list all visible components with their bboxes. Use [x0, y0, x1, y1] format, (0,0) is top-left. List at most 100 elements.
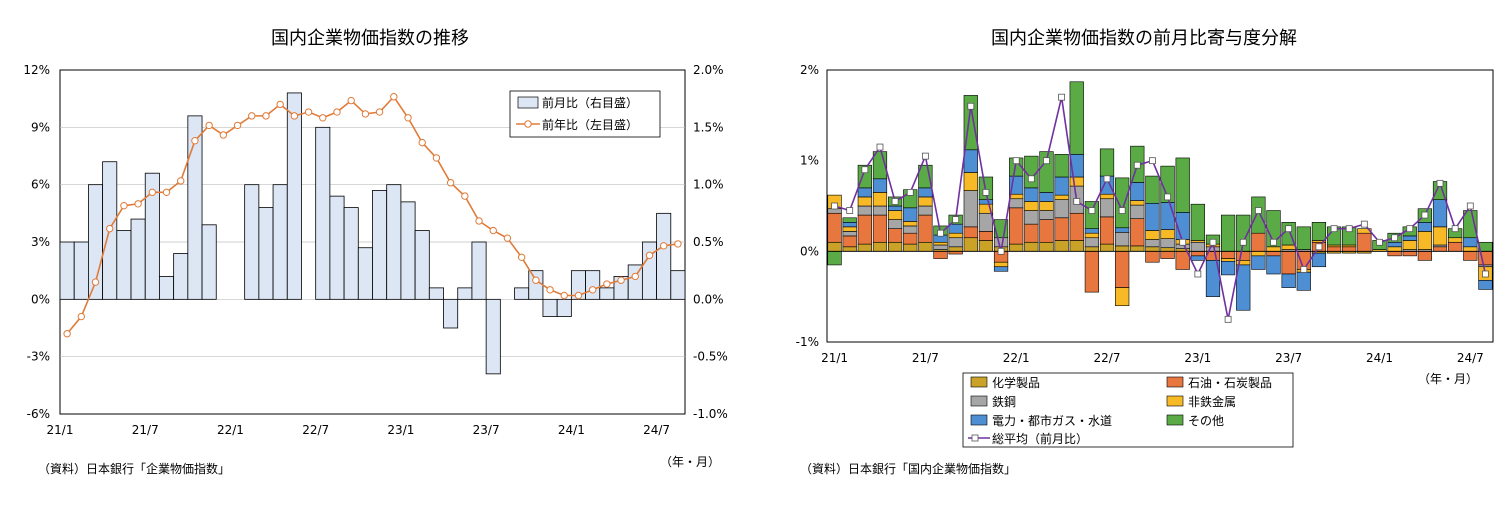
right-source: （資料）日本銀行「国内企業物価指数」	[800, 461, 1016, 476]
right-stack-segment	[842, 217, 857, 223]
right-stack-segment	[1054, 199, 1069, 219]
right-stack-segment	[1130, 182, 1145, 201]
right-stack-segment	[1145, 239, 1160, 248]
right-stack-segment	[903, 232, 918, 245]
right-total-point	[1012, 157, 1020, 165]
right-stack-segment	[1448, 237, 1463, 243]
right-total-point	[1300, 266, 1308, 273]
right-total-point	[1058, 93, 1066, 101]
right-stack-segment	[1054, 176, 1069, 196]
right-legend-label: その他	[1188, 414, 1224, 428]
left-bar	[372, 189, 388, 300]
right-stack-segment	[963, 190, 978, 228]
right-plot-area	[826, 69, 1494, 343]
right-stack-segment	[1251, 255, 1266, 270]
legend-line-label: 前年比（左目盛）	[542, 117, 638, 132]
right-stack-segment	[1160, 251, 1175, 259]
right-stack-segment	[1357, 232, 1372, 252]
right-legend-label: 化学製品	[992, 375, 1040, 390]
left-bar	[159, 275, 175, 300]
right-total-point	[1254, 207, 1262, 214]
left-x-tick-label: 21/7	[132, 423, 159, 437]
right-stack-segment	[1099, 193, 1115, 200]
right-stack-segment	[1342, 246, 1357, 252]
right-stack-segment	[857, 214, 872, 245]
right-stack-segment	[872, 214, 888, 243]
right-stack-segment	[842, 246, 857, 252]
right-total-point	[982, 188, 990, 196]
right-legend-swatch	[970, 414, 988, 426]
right-stack-segment	[1160, 229, 1175, 239]
right-stack-segment	[1024, 201, 1039, 211]
left-bar	[528, 270, 544, 300]
left-yoy-point	[162, 188, 171, 197]
right-stack-segment	[993, 261, 1009, 268]
right-stack-segment	[1084, 237, 1099, 248]
right-y-tick-label: -0.5%	[693, 350, 728, 364]
right-stack-segment	[1281, 244, 1296, 250]
right-stack-segment	[1357, 228, 1372, 234]
right-stack-segment	[1039, 210, 1054, 220]
left-yoy-point	[233, 121, 242, 130]
right-stack-segment	[1432, 246, 1448, 252]
left-yoy-point	[659, 242, 668, 250]
left-yoy-point	[120, 201, 128, 210]
right-y-tick-label: 1.0%	[693, 178, 724, 192]
right-legend-swatch	[1166, 414, 1184, 426]
left-yoy-point	[574, 291, 583, 300]
left-yoy-point	[532, 276, 540, 284]
right-legend-swatch	[1166, 376, 1184, 388]
right-total-point	[1406, 225, 1414, 233]
right-legend-label: 総平均（前月比）	[992, 431, 1088, 446]
right-x-unit-label: （年・月）	[1418, 372, 1478, 386]
left-bar	[272, 184, 288, 300]
right-total-point	[1133, 161, 1141, 169]
right-stack-segment	[1130, 218, 1145, 247]
right-stack-segment	[1024, 187, 1039, 202]
left-yoy-point	[205, 121, 213, 130]
left-bar	[144, 172, 160, 300]
right-total-point	[1436, 179, 1444, 187]
right-stack-segment	[842, 235, 857, 248]
right-stack-segment	[1069, 212, 1084, 241]
right-stack-segment	[857, 243, 872, 252]
left-yoy-point	[177, 177, 185, 185]
right-stack-segment	[963, 172, 978, 191]
right-stack-segment	[1130, 200, 1145, 206]
right-total-point	[1482, 270, 1489, 278]
right-stack-segment	[1115, 177, 1130, 229]
left-bar	[59, 241, 75, 300]
left-yoy-point	[347, 96, 355, 105]
right-total-point	[1330, 225, 1338, 233]
left-bar	[130, 218, 146, 300]
left-bar	[585, 270, 601, 300]
right-stack-segment	[857, 205, 872, 216]
left-yoy-point	[645, 251, 654, 260]
left-bar	[443, 298, 459, 329]
left-yoy-point	[219, 131, 228, 139]
right-stack-segment	[1130, 204, 1145, 219]
left-x-tick-label: 21/1	[47, 423, 74, 437]
right-stack-segment	[1463, 210, 1478, 239]
left-y-tick-label: 0%	[31, 292, 50, 306]
right-total-point	[1270, 238, 1277, 246]
right-stack-segment	[1266, 251, 1281, 257]
left-yoy-point	[191, 137, 199, 145]
right-total-point	[831, 202, 838, 210]
right-total-point	[1209, 238, 1217, 246]
right-stack-segment	[1432, 199, 1448, 228]
left-yoy-point	[418, 138, 426, 147]
right-stack-segment	[1054, 217, 1069, 241]
right-total-point	[1149, 157, 1156, 165]
right-y-tick-label: -1.0%	[693, 407, 728, 421]
right-stack-segment	[1296, 226, 1311, 250]
right-stack-segment	[1251, 232, 1266, 252]
right-stack-segment	[1311, 222, 1327, 241]
right-stack-segment	[1251, 196, 1266, 234]
left-chart: 国内企業物価指数の推移 -6% -3% 0% 3% 6% 9% 12% -1.0% -0.5%…	[23, 28, 728, 476]
right-stack-segment	[933, 244, 948, 250]
left-bar	[485, 298, 501, 375]
right-total-point	[952, 216, 960, 224]
right-total-point	[1043, 157, 1050, 165]
